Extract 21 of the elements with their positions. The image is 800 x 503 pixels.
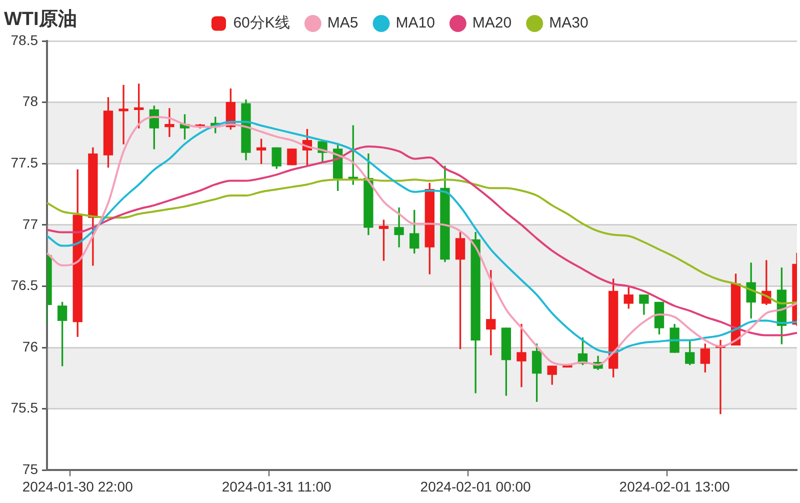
chart-title: WTI原油: [4, 8, 77, 32]
y-tick-label: 75.5: [10, 400, 38, 416]
x-tick-label: 2024-01-30 22:00: [22, 478, 134, 494]
x-tick-label: 2024-01-31 11:00: [222, 478, 332, 494]
y-tick-label: 77: [22, 216, 38, 232]
x-tick-label: 2024-02-01 13:00: [619, 478, 730, 494]
legend-label: 60分K线: [233, 14, 290, 32]
y-tick-label: 78.5: [10, 32, 38, 48]
candlestick: [118, 84, 128, 144]
y-tick-label: 77.5: [10, 154, 38, 170]
x-tick-label: 2024-02-01 00:00: [420, 478, 532, 494]
legend-label: MA10: [396, 14, 435, 32]
legend-label: MA5: [327, 14, 358, 32]
y-tick-label: 76: [22, 338, 38, 354]
y-tick-label: 78: [22, 93, 38, 110]
y-tick-label: 76.5: [10, 277, 38, 294]
y-tick-label: 75: [22, 461, 38, 478]
legend-label: MA30: [549, 14, 588, 32]
candlestick: [164, 108, 174, 137]
candlestick: [516, 324, 526, 388]
legend-label: MA20: [472, 14, 512, 32]
